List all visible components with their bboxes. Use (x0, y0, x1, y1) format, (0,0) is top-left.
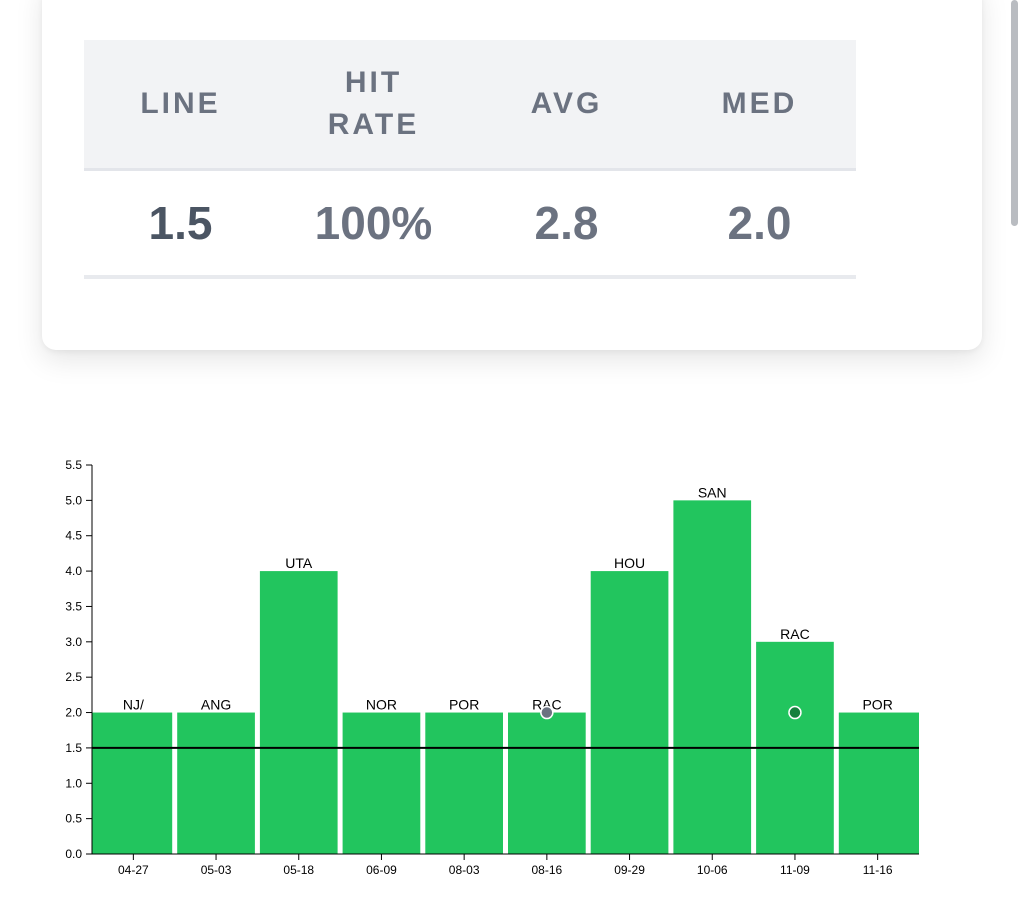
x-tick-label: 05-03 (201, 863, 232, 877)
header-line: LINE (140, 87, 221, 120)
value-line: 1.5 (148, 197, 213, 249)
bar-label: NJ/ (123, 697, 144, 713)
y-tick-label: 4.0 (65, 564, 82, 578)
bar (425, 712, 503, 854)
y-tick-label: 0.5 (65, 812, 82, 826)
marker-dot (540, 705, 554, 720)
x-tick-label: 06-09 (366, 863, 397, 877)
y-tick-label: 1.5 (65, 741, 82, 755)
bar-label: RAC (532, 697, 562, 713)
bar-label: SAN (698, 484, 727, 500)
x-tick-label: 08-03 (449, 863, 480, 877)
x-tick-label: 11-16 (863, 863, 893, 877)
bar (177, 712, 255, 854)
bar-label: UTA (285, 555, 313, 571)
y-tick-label: 3.0 (65, 635, 82, 649)
bar (508, 712, 586, 854)
bar (92, 712, 173, 854)
bar-label: HOU (614, 555, 645, 571)
x-tick-label: 05-18 (283, 863, 314, 877)
x-tick-label: 09-29 (614, 863, 645, 877)
value-avg: 2.8 (534, 197, 599, 249)
marker-dot (788, 705, 802, 720)
header-hit-rate-label: HIT RATE (327, 66, 420, 141)
bar-label: RAC (780, 626, 810, 642)
bar-label: POR (449, 697, 479, 713)
y-tick-label: 5.5 (65, 458, 82, 472)
x-tick-label: 10-06 (697, 863, 728, 877)
bar-label: NOR (366, 697, 397, 713)
stats-value-row: 1.5 100% 2.8 2.0 (84, 171, 856, 279)
x-tick-label: 08-16 (531, 863, 562, 877)
stats-table: LINE HIT RATE AVG MED 1.5 100% 2.8 2.0 (84, 40, 856, 279)
header-med: MED (721, 87, 798, 120)
header-hit-rate: HIT RATE (277, 40, 470, 168)
bar (342, 712, 421, 854)
value-med: 2.0 (727, 197, 792, 249)
x-tick-label: 04-27 (118, 863, 149, 877)
y-tick-label: 2.5 (65, 670, 82, 684)
y-tick-label: 5.0 (65, 493, 82, 507)
scrollbar[interactable] (1011, 0, 1018, 226)
bar (259, 571, 338, 854)
x-tick-label: 11-09 (780, 863, 810, 877)
header-avg: AVG (530, 87, 603, 120)
y-tick-label: 4.5 (65, 529, 82, 543)
bar-label: POR (862, 697, 892, 713)
bar (838, 712, 919, 854)
y-tick-label: 0.0 (65, 847, 82, 861)
y-tick-label: 3.5 (65, 599, 82, 613)
bar (673, 500, 752, 854)
value-hit-rate: 100% (314, 197, 433, 249)
bar-label: ANG (201, 697, 231, 713)
bar (590, 571, 669, 854)
stats-header-row: LINE HIT RATE AVG MED (84, 40, 856, 171)
y-tick-label: 1.0 (65, 776, 82, 790)
y-tick-label: 2.0 (65, 706, 82, 720)
